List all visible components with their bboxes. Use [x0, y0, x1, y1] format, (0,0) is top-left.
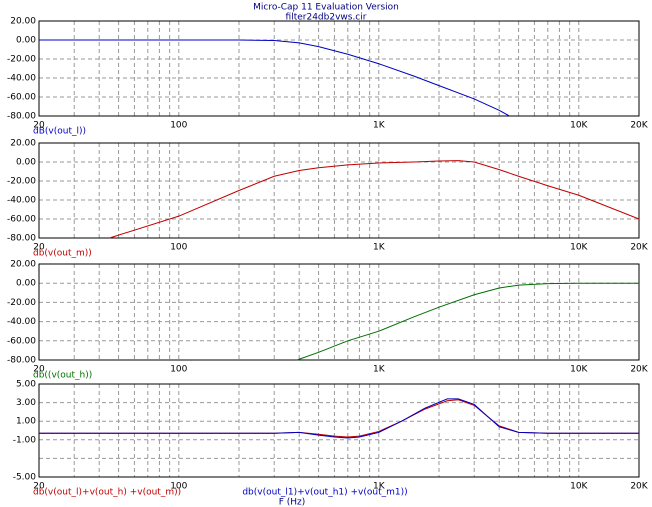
y-tick-label: -5.00	[13, 473, 37, 483]
legend-label: db(v(out_l)+v(out_h) +v(out_m))	[33, 488, 181, 498]
x-tick-label: 20	[33, 121, 45, 131]
y-tick-label: 0.00	[16, 279, 36, 289]
legend-label: db((v(out_h))	[33, 371, 92, 381]
x-axis-label: F (Hz)	[279, 498, 306, 507]
y-tick-label: -40.00	[7, 196, 36, 206]
x-tick-label: 10K	[570, 121, 588, 131]
x-tick-label: 100	[170, 243, 187, 253]
y-tick-label: -40.00	[7, 317, 36, 327]
x-tick-label: 1K	[373, 121, 386, 131]
x-tick-label: 20	[33, 482, 45, 492]
y-tick-label: -40.00	[7, 74, 36, 84]
x-tick-label: 10K	[570, 365, 588, 375]
y-tick-label: 20.00	[10, 139, 36, 149]
y-tick-label: 20.00	[10, 17, 36, 27]
series-line	[296, 282, 639, 361]
y-tick-label: 5.00	[16, 380, 36, 390]
y-tick-label: -20.00	[7, 177, 36, 187]
x-tick-label: 100	[170, 365, 187, 375]
x-tick-label: 20K	[630, 243, 648, 253]
x-tick-label: 20K	[630, 482, 648, 492]
y-tick-label: 0.00	[16, 158, 36, 168]
x-tick-label: 20K	[630, 121, 648, 131]
series-line	[39, 398, 639, 439]
x-tick-label: 100	[170, 121, 187, 131]
legend-label: db(v(out_l1)+v(out_h1) +v(out_m1))	[242, 488, 407, 498]
x-tick-label: 10K	[570, 243, 588, 253]
plot-frame	[38, 383, 640, 478]
chart-title: Micro-Cap 11 Evaluation Version	[253, 3, 399, 13]
legend-label: db(v(out_m))	[33, 249, 92, 259]
series-line	[39, 39, 510, 117]
x-tick-label: 20	[33, 243, 45, 253]
y-tick-label: 20.00	[10, 260, 36, 270]
x-tick-label: 20	[33, 365, 45, 375]
series-line	[39, 399, 639, 438]
y-tick-label: -60.00	[7, 215, 36, 225]
plot-frame	[38, 20, 640, 117]
x-tick-label: 1K	[373, 365, 386, 375]
y-tick-label: 3.00	[16, 398, 36, 408]
y-tick-label: -20.00	[7, 55, 36, 65]
y-tick-label: -60.00	[7, 93, 36, 103]
y-tick-label: -80.00	[7, 234, 36, 244]
y-tick-label: 1.00	[16, 417, 36, 427]
legend-label: dB(v(out_l))	[33, 127, 86, 137]
x-tick-label: 100	[170, 482, 187, 492]
plot-frame	[38, 142, 640, 239]
y-tick-label: -80.00	[7, 112, 36, 122]
y-tick-label: -80.00	[7, 356, 36, 366]
plot-frame	[38, 263, 640, 361]
x-tick-label: 10K	[570, 482, 588, 492]
chart-subtitle: filter24db2vws.cir	[286, 13, 367, 23]
y-tick-label: -1.00	[13, 435, 37, 445]
x-tick-label: 1K	[373, 243, 386, 253]
y-tick-label: -20.00	[7, 298, 36, 308]
y-tick-label: -60.00	[7, 336, 36, 346]
x-tick-label: 20K	[630, 365, 648, 375]
x-tick-label: 1K	[373, 482, 386, 492]
y-tick-label: 0.00	[16, 36, 36, 46]
series-line	[109, 160, 640, 239]
